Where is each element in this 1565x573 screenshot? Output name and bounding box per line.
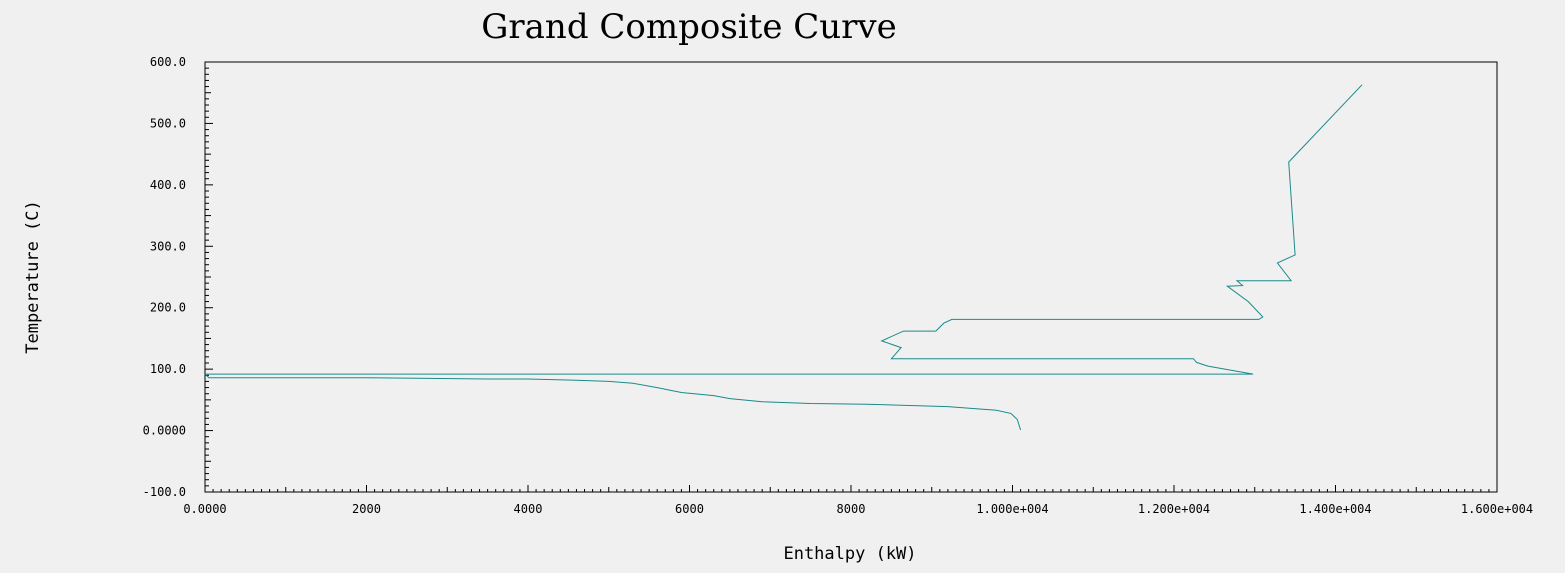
x-tick-label: 1.000e+004	[976, 502, 1048, 516]
y-tick-label: 600.0	[150, 55, 186, 69]
y-tick-label: 300.0	[150, 239, 186, 253]
plot-frame	[204, 61, 1498, 493]
x-axis: 0.0000 2000 4000 6000 8000 1.000e+004 1.200e+0…	[183, 485, 1533, 516]
x-tick-label: 1.400e+004	[1299, 502, 1371, 516]
x-tick-label: 6000	[675, 502, 704, 516]
gcc-series-line	[203, 84, 1363, 431]
x-tick-label: 1.200e+004	[1138, 502, 1210, 516]
y-axis-label: Temperature (C)	[23, 200, 43, 354]
y-axis: 600.0 500.0 400.0 300.0 200.0 100.0 0.0000 -100…	[143, 55, 213, 499]
x-axis-label: Enthalpy (kW)	[783, 544, 916, 564]
x-tick-label: 1.600e+004	[1461, 502, 1533, 516]
y-tick-label: 0.0000	[143, 424, 186, 438]
y-tick-label: 500.0	[150, 116, 186, 130]
y-tick-label: -100.0	[143, 485, 186, 499]
x-tick-label: 0.0000	[183, 502, 226, 516]
y-tick-label: 100.0	[150, 362, 186, 376]
chart-title: Grand Composite Curve	[481, 7, 897, 47]
y-tick-label: 400.0	[150, 178, 186, 192]
x-tick-label: 2000	[352, 502, 381, 516]
y-tick-label: 200.0	[150, 301, 186, 315]
x-tick-label: 4000	[514, 502, 543, 516]
x-tick-label: 8000	[837, 502, 866, 516]
